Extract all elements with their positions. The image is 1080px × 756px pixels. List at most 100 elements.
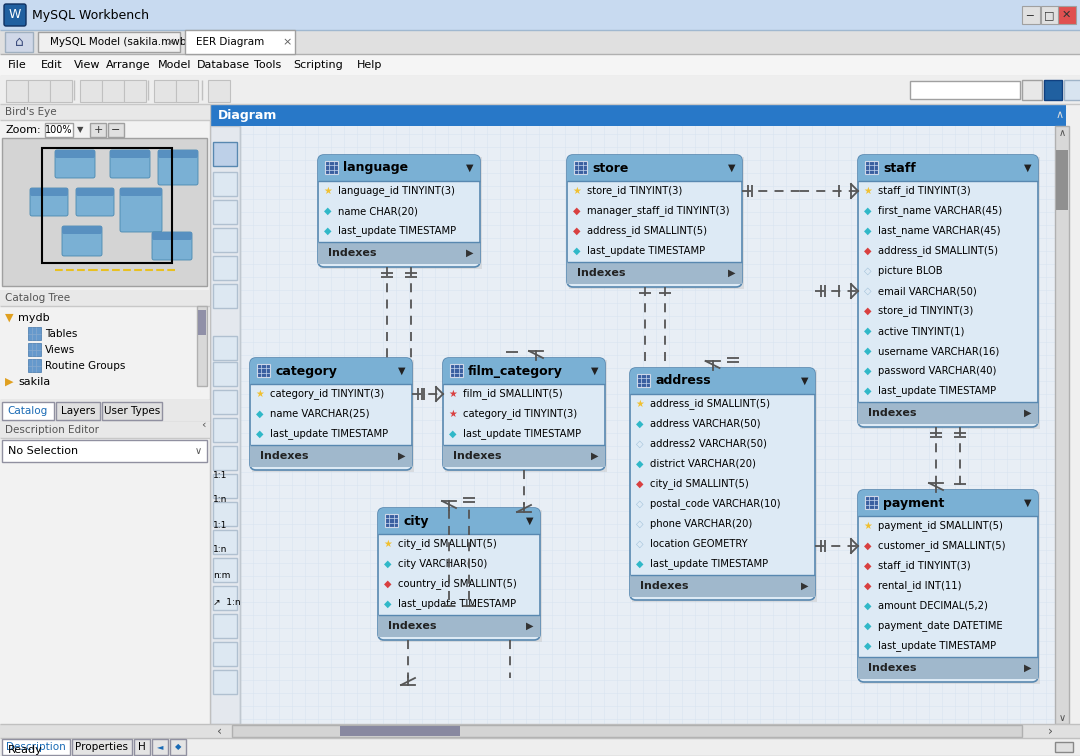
Bar <box>213 670 237 694</box>
Text: ◆: ◆ <box>864 386 872 396</box>
Bar <box>858 168 1038 181</box>
Bar <box>45 123 73 137</box>
Text: picture BLOB: picture BLOB <box>878 266 943 276</box>
Text: ◆: ◆ <box>636 559 644 569</box>
Text: File: File <box>8 60 27 70</box>
Text: ★: ★ <box>324 186 333 196</box>
Bar <box>80 80 102 102</box>
Bar <box>380 510 542 642</box>
Bar <box>443 371 605 384</box>
FancyBboxPatch shape <box>318 155 480 181</box>
Text: ▶: ▶ <box>1024 408 1031 418</box>
Bar <box>637 374 650 387</box>
Bar <box>38 32 180 52</box>
Text: ◆: ◆ <box>864 346 872 356</box>
Text: ★: ★ <box>448 409 457 419</box>
Text: username VARCHAR(16): username VARCHAR(16) <box>878 346 999 356</box>
FancyBboxPatch shape <box>76 188 114 216</box>
Text: ∨: ∨ <box>1058 713 1066 723</box>
Bar <box>208 80 230 102</box>
Bar <box>378 615 540 637</box>
Bar <box>318 242 480 264</box>
Text: EER Diagram: EER Diagram <box>195 37 265 47</box>
Text: ◆: ◆ <box>573 246 581 256</box>
Text: ∧: ∧ <box>1058 128 1066 138</box>
Text: Views: Views <box>45 345 76 355</box>
Text: Layers: Layers <box>60 406 95 416</box>
Bar <box>1022 80 1042 100</box>
Text: Catalog: Catalog <box>8 406 49 416</box>
Text: ◇: ◇ <box>864 286 872 296</box>
Bar <box>318 168 480 181</box>
Text: ◆: ◆ <box>864 621 872 631</box>
Text: ‹: ‹ <box>201 420 205 430</box>
Text: address2 VARCHAR(50): address2 VARCHAR(50) <box>650 439 767 449</box>
Text: active TINYINT(1): active TINYINT(1) <box>878 326 964 336</box>
Text: ◇: ◇ <box>864 266 872 276</box>
Text: ◆: ◆ <box>256 409 264 419</box>
FancyBboxPatch shape <box>158 150 198 158</box>
Text: ◆: ◆ <box>864 246 872 256</box>
FancyBboxPatch shape <box>30 188 68 216</box>
Text: category: category <box>275 364 337 377</box>
Text: ∨: ∨ <box>194 446 202 456</box>
Text: city VARCHAR(50): city VARCHAR(50) <box>399 559 487 569</box>
Bar <box>567 262 742 284</box>
Text: address: address <box>654 374 711 388</box>
Text: ∧: ∧ <box>1056 110 1064 120</box>
Text: Database: Database <box>197 60 249 70</box>
Text: Catalog Tree: Catalog Tree <box>5 293 70 303</box>
Text: last_update TIMESTAMP: last_update TIMESTAMP <box>878 386 996 396</box>
Text: 1:1: 1:1 <box>213 522 228 531</box>
Bar <box>632 370 816 602</box>
Bar <box>213 228 237 252</box>
Text: ★: ★ <box>864 186 873 196</box>
Bar <box>170 739 186 755</box>
Bar <box>630 381 815 394</box>
Text: ▶: ▶ <box>728 268 735 278</box>
Text: W: W <box>9 8 22 21</box>
Bar <box>213 586 237 610</box>
Text: Indexes: Indexes <box>868 663 917 673</box>
Text: ◆: ◆ <box>864 226 872 236</box>
Bar <box>213 142 237 166</box>
Text: phone VARCHAR(20): phone VARCHAR(20) <box>650 519 753 529</box>
Text: ▶: ▶ <box>399 451 406 461</box>
Bar <box>213 558 237 582</box>
Bar <box>257 364 270 377</box>
Text: ◆: ◆ <box>449 429 457 439</box>
Bar <box>72 739 132 755</box>
Text: email VARCHAR(50): email VARCHAR(50) <box>878 286 976 296</box>
Text: Routine Groups: Routine Groups <box>45 361 125 371</box>
Text: Indexes: Indexes <box>640 581 689 591</box>
FancyBboxPatch shape <box>630 368 815 394</box>
Text: ▶: ▶ <box>591 451 598 461</box>
Text: ▼: ▼ <box>467 163 474 173</box>
Text: ◆: ◆ <box>864 561 872 571</box>
Text: ×: × <box>282 37 292 47</box>
Text: last_name VARCHAR(45): last_name VARCHAR(45) <box>878 225 1000 237</box>
FancyBboxPatch shape <box>4 4 26 26</box>
Bar <box>50 80 72 102</box>
Bar <box>1055 742 1074 752</box>
Text: ★: ★ <box>448 389 457 399</box>
Text: ▶: ▶ <box>801 581 809 591</box>
Bar <box>213 530 237 554</box>
Bar <box>0 104 210 120</box>
Text: name VARCHAR(25): name VARCHAR(25) <box>270 409 369 419</box>
Text: sakila: sakila <box>18 377 51 387</box>
FancyBboxPatch shape <box>567 155 742 287</box>
Bar <box>2 402 54 420</box>
Bar <box>1058 6 1076 24</box>
Text: ◆: ◆ <box>384 599 392 609</box>
FancyBboxPatch shape <box>858 155 1038 181</box>
Bar <box>90 123 106 137</box>
Text: last_update TIMESTAMP: last_update TIMESTAMP <box>650 559 768 569</box>
Text: rental_id INT(11): rental_id INT(11) <box>878 581 961 591</box>
Text: ◆: ◆ <box>864 326 872 336</box>
Text: Bird's Eye: Bird's Eye <box>5 107 56 117</box>
Text: Scripting: Scripting <box>294 60 343 70</box>
FancyBboxPatch shape <box>110 150 150 158</box>
Bar <box>0 30 1080 54</box>
Text: ↗ 1:n: ↗ 1:n <box>213 597 241 606</box>
